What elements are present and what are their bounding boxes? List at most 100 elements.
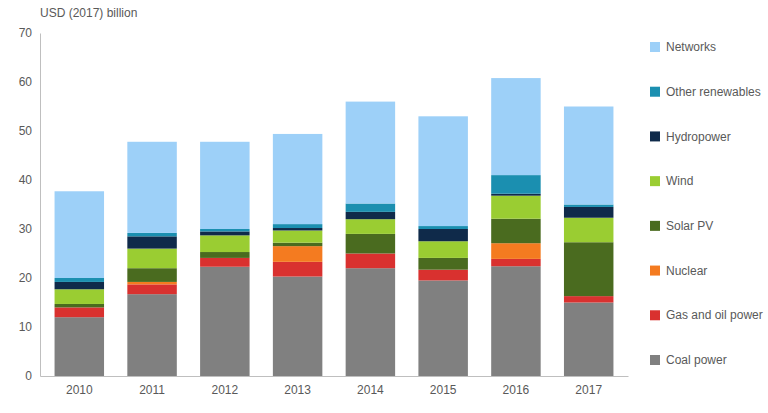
bar: [55, 304, 104, 307]
legend-item: Nuclear: [650, 264, 707, 278]
x-tick: 2010: [66, 376, 93, 397]
y-tick-label: 40: [19, 173, 33, 187]
bar: [564, 303, 613, 377]
x-tick-label: 2015: [430, 383, 457, 397]
bar: [200, 231, 249, 235]
bar-series: [127, 243, 540, 284]
bar: [564, 296, 613, 302]
y-tick: 30: [19, 222, 40, 236]
bar: [491, 259, 540, 266]
bar: [564, 242, 613, 296]
bar-series: [55, 266, 614, 376]
legend-item: Wind: [650, 174, 693, 188]
chart: 0102030405060702010201120122013201420152…: [0, 0, 768, 413]
bar: [127, 249, 176, 269]
legend-swatch: [650, 176, 660, 186]
y-tick: 20: [19, 271, 40, 285]
bar: [127, 233, 176, 236]
y-tick-label: 0: [25, 369, 32, 383]
bar: [491, 219, 540, 244]
bar: [346, 212, 395, 219]
x-tick: 2015: [430, 376, 457, 397]
y-tick-label: 30: [19, 222, 33, 236]
bar: [55, 278, 104, 282]
bar: [55, 282, 104, 289]
legend-label: Other renewables: [666, 85, 761, 99]
bar: [491, 194, 540, 196]
bar: [200, 229, 249, 231]
bar: [273, 246, 322, 262]
bar: [127, 284, 176, 294]
x-tick: 2013: [284, 376, 311, 397]
legend-label: Nuclear: [666, 264, 707, 278]
legend-label: Gas and oil power: [666, 308, 763, 322]
y-tick: 70: [19, 26, 40, 40]
legend-item: Solar PV: [650, 219, 713, 233]
legend-label: Networks: [666, 40, 716, 54]
y-tick-label: 20: [19, 271, 33, 285]
bar: [127, 268, 176, 282]
bar: [346, 268, 395, 376]
x-tick-label: 2011: [139, 383, 165, 397]
legend-swatch: [650, 131, 660, 141]
bar: [273, 262, 322, 277]
legend-item: Gas and oil power: [650, 308, 763, 322]
bar: [491, 175, 540, 194]
legend: Networks Other renewables Hydropower Wind So…: [650, 40, 763, 367]
bar: [127, 282, 176, 284]
bar-series: [55, 78, 614, 278]
bar: [564, 207, 613, 218]
legend-swatch: [650, 266, 660, 276]
x-tick-label: 2013: [284, 383, 311, 397]
bar: [346, 204, 395, 212]
y-tick: 50: [19, 124, 40, 138]
y-tick-label: 10: [19, 320, 33, 334]
bar: [491, 78, 540, 175]
legend-item: Coal power: [650, 353, 727, 367]
y-axis-line: [40, 34, 41, 377]
bar: [564, 107, 613, 205]
y-tick: 60: [19, 75, 40, 89]
bar: [273, 277, 322, 376]
bar: [491, 243, 540, 259]
bar: [418, 226, 467, 229]
bar: [418, 258, 467, 270]
y-tick-label: 70: [19, 26, 33, 40]
x-tick: 2014: [357, 376, 384, 397]
bar: [127, 294, 176, 376]
x-tick-label: 2010: [66, 383, 93, 397]
y-tick: 40: [19, 173, 40, 187]
bar: [491, 266, 540, 376]
bar: [564, 205, 613, 207]
bar: [127, 236, 176, 248]
bar: [55, 289, 104, 304]
bar: [346, 234, 395, 254]
legend-label: Solar PV: [666, 219, 713, 233]
bar: [200, 252, 249, 258]
legend-item: Networks: [650, 40, 716, 54]
x-axis: 20102011201220132014201520162017: [41, 376, 629, 397]
bar: [273, 230, 322, 242]
bar: [127, 142, 176, 233]
x-tick-label: 2016: [503, 383, 530, 397]
x-axis-line: [41, 376, 629, 377]
bar: [55, 191, 104, 278]
bar: [418, 116, 467, 226]
bar: [346, 219, 395, 234]
bar: [491, 196, 540, 219]
bar: [564, 218, 613, 243]
legend-swatch: [650, 355, 660, 365]
bar: [273, 224, 322, 228]
bar: [200, 258, 249, 267]
x-tick: 2016: [503, 376, 530, 397]
bar: [200, 235, 249, 252]
bar: [273, 134, 322, 224]
bar: [346, 102, 395, 204]
legend-item: Other renewables: [650, 85, 761, 99]
y-axis: 0 10 20 30 40 50 60 70: [19, 26, 41, 383]
y-tick: 10: [19, 320, 40, 334]
legend-label: Hydropower: [666, 130, 731, 144]
bar: [200, 267, 249, 376]
legend-label: Wind: [666, 174, 693, 188]
bar: [418, 280, 467, 376]
